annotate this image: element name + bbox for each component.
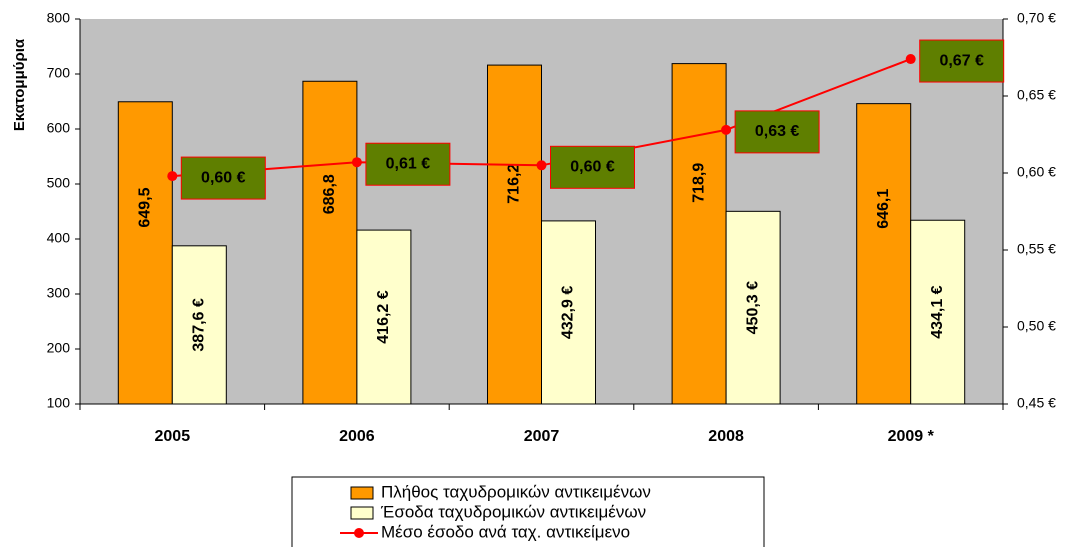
y-tick-label: 700	[47, 65, 71, 81]
x-tick-label: 2005	[155, 428, 191, 445]
data-label-box	[365, 142, 451, 186]
bar	[487, 64, 542, 405]
bar	[910, 219, 966, 405]
x-tick-label: 2006	[339, 428, 375, 445]
bar	[117, 101, 173, 405]
y2-tick-label: 0,55 €	[1017, 241, 1056, 257]
bar	[856, 103, 912, 405]
line-point	[167, 171, 178, 182]
line-point	[351, 157, 362, 168]
bar	[356, 229, 412, 405]
bar-value-label: 646,1	[875, 189, 892, 229]
y2-tick-label: 0,60 €	[1017, 164, 1056, 180]
bar	[171, 245, 227, 405]
line-point	[905, 54, 916, 65]
data-label-box	[180, 156, 266, 200]
x-tick-label: 2007	[524, 428, 560, 445]
line-value-label: 0,60 €	[201, 169, 246, 186]
legend-swatch	[350, 486, 374, 500]
y2-tick-label: 0,70 €	[1017, 10, 1056, 26]
line-point	[536, 160, 547, 171]
bar	[725, 210, 781, 405]
bar-value-label: 686,8	[321, 174, 338, 214]
data-label-box	[550, 145, 635, 189]
bar-value-label: 718,9	[690, 163, 707, 203]
y2-tick-label: 0,65 €	[1017, 87, 1056, 103]
data-label-box	[734, 110, 820, 154]
y-tick-label: 500	[47, 175, 71, 191]
y-tick-label: 400	[47, 230, 71, 246]
bar	[302, 80, 358, 405]
line-value-label: 0,67 €	[939, 52, 984, 69]
bar-value-label: 432,9 €	[560, 286, 577, 339]
line-point	[721, 124, 732, 135]
bar	[541, 220, 596, 405]
y-tick-label: 800	[47, 10, 71, 26]
legend-label: Μέσο έσοδο ανά ταχ. αντικείμενο	[381, 522, 630, 541]
legend-label: Πλήθος ταχυδρομικών αντικειμένων	[381, 482, 651, 501]
bar-value-label: 416,2 €	[375, 290, 392, 343]
line-value-label: 0,61 €	[386, 155, 431, 172]
x-tick-label: 2009 *	[888, 428, 935, 445]
x-tick-label: 2008	[708, 428, 744, 445]
y-tick-label: 600	[47, 120, 71, 136]
line-value-label: 0,63 €	[755, 123, 800, 140]
y-axis-title: Εκατομμύρια	[11, 38, 28, 131]
bar-value-label: 387,6 €	[191, 298, 208, 351]
line-value-label: 0,60 €	[570, 159, 615, 176]
y2-tick-label: 0,45 €	[1017, 395, 1056, 411]
y-tick-label: 300	[47, 285, 71, 301]
y-tick-label: 100	[47, 395, 71, 411]
y2-tick-label: 0,50 €	[1017, 318, 1056, 334]
legend-label: Έσοδα ταχυδρομικών αντικειμένων	[380, 502, 646, 521]
y-tick-label: 200	[47, 340, 71, 356]
legend-marker	[354, 528, 364, 538]
bar-value-label: 649,5	[137, 187, 154, 227]
bar-value-label: 716,2	[506, 164, 523, 204]
bar	[671, 63, 727, 405]
bar-value-label: 450,3 €	[744, 281, 761, 334]
data-label-box	[919, 39, 1005, 83]
legend-swatch	[350, 506, 374, 520]
bar-value-label: 434,1 €	[929, 285, 946, 338]
